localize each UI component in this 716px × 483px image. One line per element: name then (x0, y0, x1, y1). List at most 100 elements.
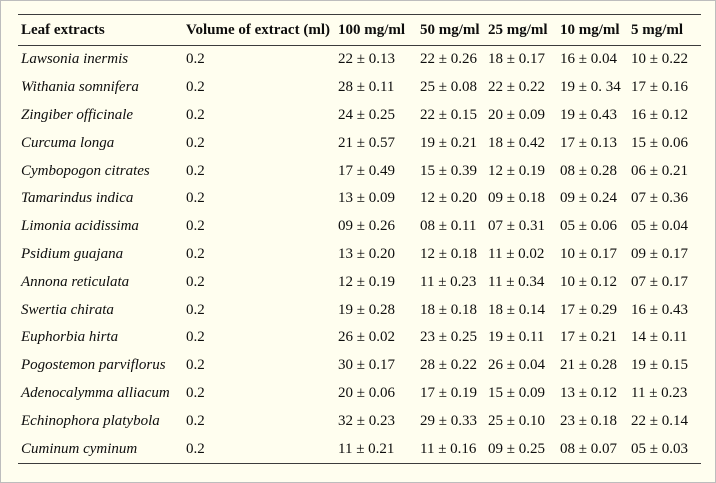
column-header-10mg: 10 mg/ml (560, 21, 620, 38)
table-row: Adenocalymma alliacum 0.2 20 ± 0.06 17 ±… (18, 380, 701, 408)
value-cell: 26 ± 0.02 (338, 329, 395, 346)
column-header-volume: Volume of extract (ml) (186, 21, 330, 38)
value-cell: 08 ± 0.11 (420, 218, 477, 235)
volume-cell: 0.2 (186, 301, 205, 318)
value-cell: 17 ± 0.13 (560, 134, 617, 151)
header-row: Leaf extracts Volume of extract (ml) 100… (18, 15, 701, 46)
extract-name-cell: Adenocalymma alliacum (21, 384, 170, 401)
table-body: Lawsonia inermis 0.2 22 ± 0.13 22 ± 0.26… (18, 46, 701, 464)
volume-cell: 0.2 (186, 412, 205, 429)
value-cell: 09 ± 0.25 (488, 440, 545, 457)
value-cell: 28 ± 0.11 (338, 79, 395, 96)
value-cell: 15 ± 0.06 (631, 134, 688, 151)
value-cell: 12 ± 0.20 (420, 190, 477, 207)
column-header-leaf-extracts: Leaf extracts (21, 21, 105, 38)
value-cell: 28 ± 0.22 (420, 357, 477, 374)
volume-cell: 0.2 (186, 329, 205, 346)
table-row: Tamarindus indica 0.2 13 ± 0.09 12 ± 0.2… (18, 185, 701, 213)
extract-name-cell: Zingiber officinale (21, 106, 134, 123)
table-row: Annona reticulata 0.2 12 ± 0.19 11 ± 0.2… (18, 268, 701, 296)
volume-cell: 0.2 (186, 134, 205, 151)
extract-name-cell: Tamarindus indica (21, 190, 134, 207)
value-cell: 22 ± 0.22 (488, 79, 545, 96)
value-cell: 13 ± 0.12 (560, 384, 617, 401)
value-cell: 07 ± 0.36 (631, 190, 688, 207)
extract-name-cell: Cuminum cyminum (21, 440, 138, 457)
value-cell: 09 ± 0.18 (488, 190, 545, 207)
value-cell: 20 ± 0.09 (488, 106, 545, 123)
table-row: Swertia chirata 0.2 19 ± 0.28 18 ± 0.18 … (18, 296, 701, 324)
extract-name-cell: Pogostemon parviflorus (21, 357, 166, 374)
value-cell: 20 ± 0.06 (338, 384, 395, 401)
table-row: Euphorbia hirta 0.2 26 ± 0.02 23 ± 0.25 … (18, 324, 701, 352)
value-cell: 23 ± 0.25 (420, 329, 477, 346)
value-cell: 13 ± 0.20 (338, 245, 395, 262)
extract-name-cell: Withania somnifera (21, 79, 139, 96)
value-cell: 29 ± 0.33 (420, 412, 477, 429)
value-cell: 13 ± 0.09 (338, 190, 395, 207)
volume-cell: 0.2 (186, 245, 205, 262)
value-cell: 17 ± 0.16 (631, 79, 688, 96)
volume-cell: 0.2 (186, 357, 205, 374)
extract-name-cell: Annona reticulata (21, 273, 130, 290)
value-cell: 24 ± 0.25 (338, 106, 395, 123)
table-row: Curcuma longa 0.2 21 ± 0.57 19 ± 0.21 18… (18, 129, 701, 157)
value-cell: 05 ± 0.04 (631, 218, 688, 235)
extract-name-cell: Psidium guajana (21, 245, 124, 262)
value-cell: 16 ± 0.04 (560, 51, 617, 68)
value-cell: 10 ± 0.17 (560, 245, 617, 262)
value-cell: 06 ± 0.21 (631, 162, 688, 179)
value-cell: 08 ± 0.28 (560, 162, 617, 179)
value-cell: 07 ± 0.31 (488, 218, 545, 235)
value-cell: 19 ± 0.43 (560, 106, 617, 123)
value-cell: 30 ± 0.17 (338, 357, 395, 374)
value-cell: 22 ± 0.15 (420, 106, 477, 123)
table-row: Psidium guajana 0.2 13 ± 0.20 12 ± 0.18 … (18, 241, 701, 269)
value-cell: 17 ± 0.49 (338, 162, 395, 179)
volume-cell: 0.2 (186, 162, 205, 179)
value-cell: 32 ± 0.23 (338, 412, 395, 429)
value-cell: 11 ± 0.23 (420, 273, 477, 290)
value-cell: 19 ± 0. 34 (560, 79, 621, 96)
value-cell: 23 ± 0.18 (560, 412, 617, 429)
value-cell: 08 ± 0.07 (560, 440, 617, 457)
value-cell: 21 ± 0.57 (338, 134, 395, 151)
value-cell: 11 ± 0.21 (338, 440, 395, 457)
extract-name-cell: Cymbopogon citrates (21, 162, 150, 179)
value-cell: 19 ± 0.11 (488, 329, 545, 346)
column-header-5mg: 5 mg/ml (631, 21, 684, 38)
value-cell: 05 ± 0.03 (631, 440, 688, 457)
extract-name-cell: Curcuma longa (21, 134, 115, 151)
extract-name-cell: Lawsonia inermis (21, 51, 129, 68)
value-cell: 22 ± 0.13 (338, 51, 395, 68)
value-cell: 07 ± 0.17 (631, 273, 688, 290)
value-cell: 10 ± 0.12 (560, 273, 617, 290)
column-header-25mg: 25 mg/ml (488, 21, 548, 38)
value-cell: 12 ± 0.19 (338, 273, 395, 290)
value-cell: 11 ± 0.02 (488, 245, 545, 262)
value-cell: 19 ± 0.21 (420, 134, 477, 151)
value-cell: 11 ± 0.34 (488, 273, 545, 290)
volume-cell: 0.2 (186, 190, 205, 207)
value-cell: 17 ± 0.21 (560, 329, 617, 346)
value-cell: 12 ± 0.18 (420, 245, 477, 262)
value-cell: 15 ± 0.39 (420, 162, 477, 179)
volume-cell: 0.2 (186, 79, 205, 96)
volume-cell: 0.2 (186, 51, 205, 68)
value-cell: 16 ± 0.12 (631, 106, 688, 123)
value-cell: 12 ± 0.19 (488, 162, 545, 179)
table-header: Leaf extracts Volume of extract (ml) 100… (18, 15, 701, 46)
value-cell: 19 ± 0.15 (631, 357, 688, 374)
value-cell: 22 ± 0.26 (420, 51, 477, 68)
value-cell: 09 ± 0.24 (560, 190, 617, 207)
value-cell: 19 ± 0.28 (338, 301, 395, 318)
table-row: Limonia acidissima 0.2 09 ± 0.26 08 ± 0.… (18, 213, 701, 241)
volume-cell: 0.2 (186, 440, 205, 457)
value-cell: 10 ± 0.22 (631, 51, 688, 68)
value-cell: 16 ± 0.43 (631, 301, 688, 318)
value-cell: 05 ± 0.06 (560, 218, 617, 235)
value-cell: 15 ± 0.09 (488, 384, 545, 401)
extract-name-cell: Swertia chirata (21, 301, 114, 318)
value-cell: 22 ± 0.14 (631, 412, 688, 429)
